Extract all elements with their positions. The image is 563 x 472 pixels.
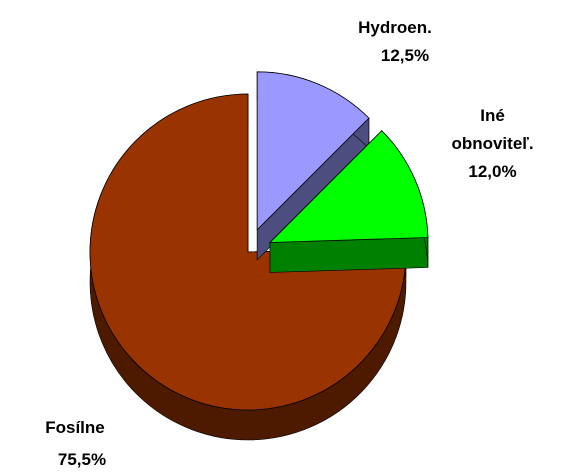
slice-label: Iné obnoviteľ. 12,0%	[420, 102, 563, 186]
slice-label: Hydroen. 12,5%	[320, 14, 470, 70]
category-label: Iné obnoviteľ.	[451, 106, 534, 153]
category-label: Hydroen.	[358, 18, 432, 37]
slice-side	[269, 237, 429, 273]
value-label: 12,5%	[380, 46, 430, 65]
slice	[256, 71, 370, 231]
slice-label: Fosílne 75,5%	[0, 414, 150, 472]
value-label: 12,0%	[468, 162, 517, 181]
category-label: Fosílne	[45, 418, 105, 437]
slice	[269, 130, 429, 243]
slice	[89, 93, 407, 411]
value-label: 75,5%	[57, 450, 107, 469]
